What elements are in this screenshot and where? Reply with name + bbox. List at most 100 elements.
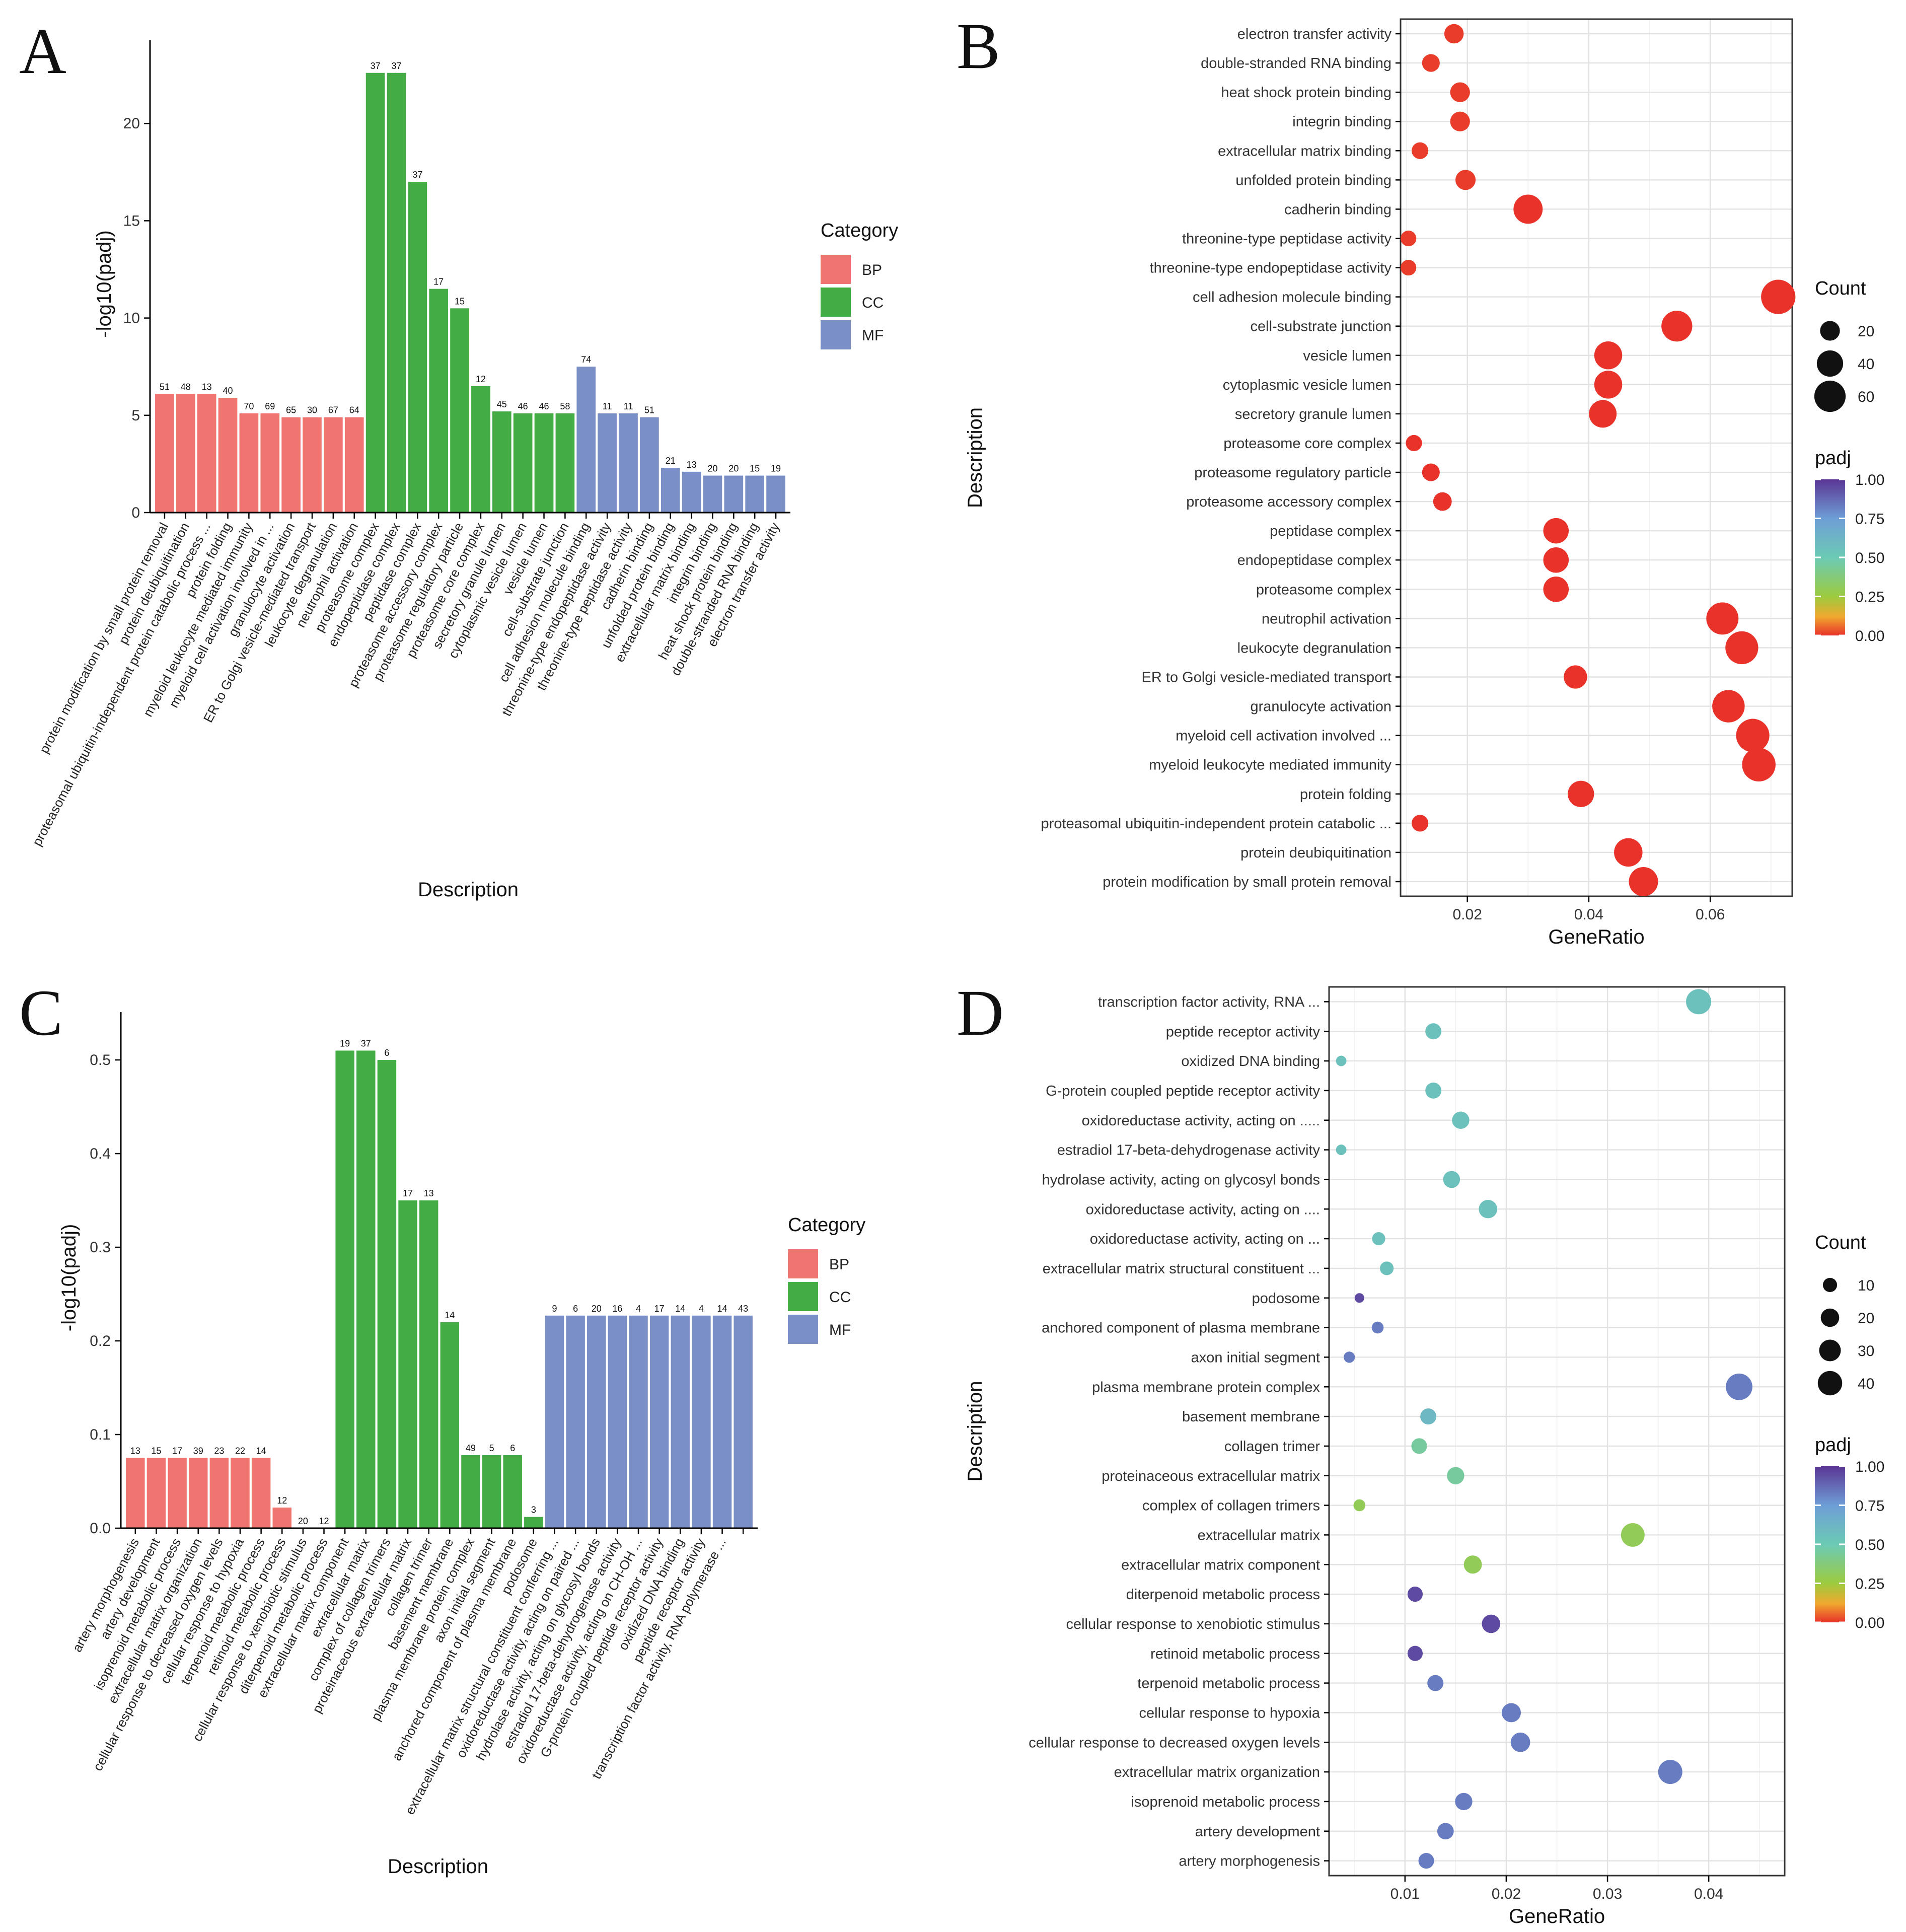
legend-count-title: Count	[1815, 1232, 1866, 1253]
dot-b-11	[1594, 341, 1623, 370]
y-tick-label: extracellular matrix organization	[1114, 1764, 1320, 1780]
legend-label-mf: MF	[829, 1322, 851, 1338]
bar-value-label: 4	[699, 1304, 704, 1314]
bar-value-label: 14	[717, 1304, 727, 1314]
dot-d-21	[1482, 1614, 1501, 1633]
dot-b-5	[1455, 170, 1476, 190]
bar-value-label: 17	[433, 277, 444, 287]
bar-c-1	[146, 1458, 166, 1528]
dot-d-4	[1452, 1111, 1470, 1129]
bar-c-25	[649, 1315, 669, 1528]
dot-b-6	[1513, 194, 1543, 224]
bar-a-13	[429, 289, 449, 513]
bar-a-2	[197, 394, 216, 513]
y-tick-label: peptidase complex	[1270, 523, 1391, 539]
bar-value-label: 13	[424, 1188, 434, 1198]
bar-value-label: 48	[181, 382, 191, 392]
bar-value-label: 64	[349, 405, 359, 415]
dot-d-28	[1437, 1823, 1454, 1840]
bar-value-label: 17	[172, 1446, 182, 1456]
colorbar-label: 0.75	[1855, 1498, 1884, 1515]
bar-a-21	[598, 413, 617, 513]
dot-b-18	[1543, 547, 1569, 573]
bar-value-label: 51	[160, 382, 170, 392]
bar-value-label: 39	[193, 1446, 203, 1456]
y-tick-label: proteasome complex	[1256, 582, 1392, 598]
legend-size-dot	[1814, 380, 1846, 412]
legend-size-dot	[1819, 1339, 1841, 1362]
dot-d-0	[1686, 989, 1712, 1015]
bar-value-label: 19	[340, 1038, 350, 1048]
y-tick-label: protein modification by small protein re…	[1103, 874, 1391, 890]
dot-d-6	[1443, 1171, 1460, 1188]
y-tick-label: G-protein coupled peptide receptor activ…	[1046, 1083, 1320, 1099]
bar-a-15	[471, 386, 490, 513]
bar-c-17	[482, 1455, 501, 1528]
dot-b-3	[1450, 111, 1470, 131]
y-tick-label: terpenoid metabolic process	[1137, 1676, 1320, 1692]
bar-a-12	[408, 182, 427, 513]
bar-value-label: 16	[612, 1304, 622, 1314]
y-tick-label: threonine-type endopeptidase activity	[1150, 260, 1392, 276]
y-tick-label: estradiol 17-beta-dehydrogenase activity	[1057, 1142, 1321, 1159]
bar-value-label: 15	[151, 1446, 161, 1456]
dot-d-5	[1336, 1144, 1347, 1155]
dot-d-26	[1658, 1760, 1682, 1784]
dot-d-29	[1418, 1853, 1434, 1869]
legend-size-label: 40	[1858, 1376, 1874, 1392]
y-tick-label: complex of collagen trimers	[1142, 1498, 1320, 1514]
bar-value-label: 14	[256, 1446, 266, 1456]
y-tick-label: cellular response to xenobiotic stimulus	[1066, 1616, 1320, 1632]
bar-value-label: 43	[738, 1304, 748, 1314]
x-axis-title: GeneRatio	[1548, 926, 1644, 948]
y-tick-label: hydrolase activity, acting on glycosyl b…	[1042, 1172, 1320, 1188]
y-tick-label: proteasome core complex	[1223, 436, 1391, 452]
bar-value-label: 4	[636, 1304, 641, 1314]
dot-b-8	[1401, 259, 1417, 276]
dot-d-3	[1425, 1082, 1442, 1099]
y-tick-label: 15	[123, 212, 140, 229]
legend-count-title: Count	[1815, 278, 1866, 299]
colorbar-label: 0.75	[1855, 511, 1884, 528]
y-tick-label: oxidized DNA binding	[1181, 1053, 1320, 1069]
bar-a-17	[513, 413, 533, 513]
legend-label-cc: CC	[862, 295, 884, 311]
dot-b-7	[1401, 230, 1417, 247]
y-tick-label: artery development	[1195, 1824, 1320, 1840]
dot-b-12	[1594, 371, 1623, 399]
bar-c-28	[712, 1315, 732, 1528]
legend-padj-title: padj	[1815, 448, 1851, 469]
plot-frame	[1400, 18, 1793, 897]
bar-value-label: 6	[384, 1048, 389, 1058]
dot-b-0	[1444, 24, 1464, 44]
dot-d-9	[1380, 1261, 1394, 1275]
bar-value-label: 20	[707, 464, 717, 474]
panel-label-b: B	[957, 10, 1000, 83]
dot-b-27	[1411, 815, 1429, 832]
legend-size-label: 40	[1858, 356, 1874, 373]
bar-c-27	[692, 1315, 711, 1528]
y-tick-label: basement membrane	[1182, 1409, 1320, 1425]
bar-value-label: 14	[445, 1310, 455, 1320]
dot-d-23	[1427, 1675, 1444, 1691]
legend-padj-title: padj	[1815, 1435, 1851, 1456]
dot-d-7	[1479, 1199, 1498, 1219]
bar-a-19	[555, 413, 575, 513]
y-tick-label: cytoplasmic vesicle lumen	[1223, 377, 1391, 393]
y-tick-label: protein folding	[1300, 786, 1391, 803]
dot-d-20	[1407, 1586, 1423, 1602]
dot-d-18	[1621, 1523, 1645, 1547]
bar-value-label: 13	[687, 460, 697, 470]
bar-value-label: 40	[223, 386, 233, 396]
dot-b-15	[1422, 463, 1440, 481]
legend-swatch-bp	[821, 255, 851, 284]
panel-label-d: D	[957, 977, 1004, 1049]
bar-value-label: 17	[403, 1188, 413, 1198]
legend-size-dot	[1817, 1371, 1843, 1396]
bar-value-label: 12	[476, 374, 486, 384]
y-tick-label: neutrophil activation	[1262, 611, 1391, 627]
bar-value-label: 37	[361, 1038, 371, 1048]
y-tick-label: cell adhesion molecule binding	[1193, 290, 1391, 306]
y-tick-label: oxidoreductase activity, acting on .....	[1082, 1113, 1320, 1129]
legend-label-cc: CC	[829, 1289, 851, 1306]
